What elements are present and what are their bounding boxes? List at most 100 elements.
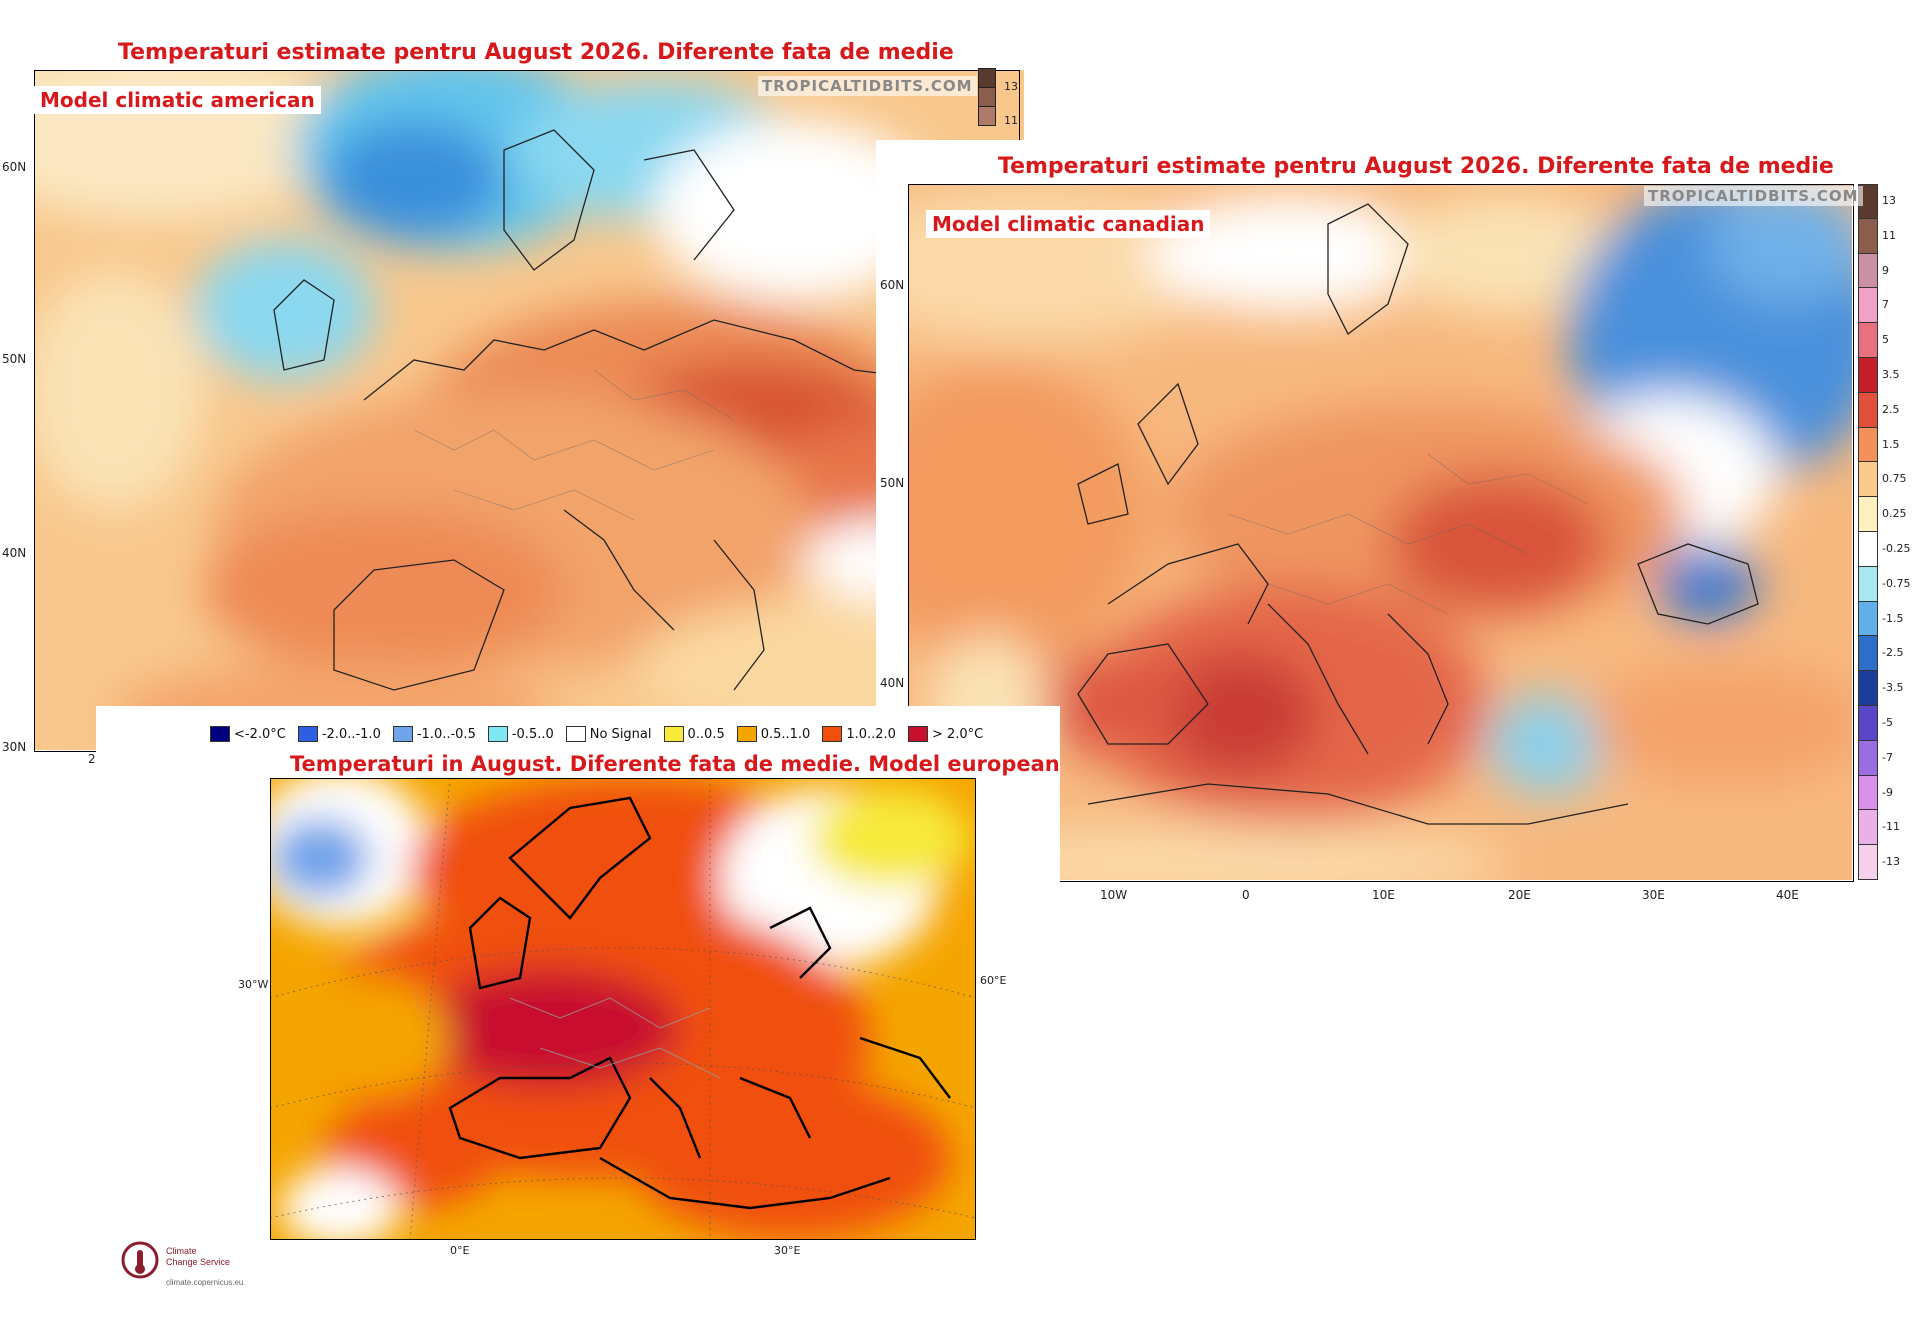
colorbar-swatch — [1858, 705, 1878, 741]
copernicus-logo: Climate Change Service climate.copernicu… — [118, 1238, 258, 1298]
legend-label: -2.0..-1.0 — [321, 726, 381, 742]
colorbar-swatch — [1858, 740, 1878, 776]
canadian-lon-20e: 20E — [1508, 888, 1531, 902]
legend-item: 0..0.5 — [663, 726, 725, 742]
legend-item: 1.0..2.0 — [822, 726, 896, 742]
colorbar-label: 5 — [1882, 333, 1889, 347]
legend-item: > 2.0°C — [907, 726, 984, 742]
american-model-label: Model climatic american — [34, 86, 321, 114]
colorbar-swatch — [1858, 323, 1878, 358]
canadian-lon-30e: 30E — [1642, 888, 1665, 902]
legend-swatch — [297, 726, 318, 742]
legend-label: 0.5..1.0 — [760, 726, 811, 742]
legend-swatch — [487, 726, 508, 742]
canadian-map-image — [908, 184, 1852, 880]
american-map-panel — [0, 38, 1024, 768]
colorbar-label: -0.25 — [1882, 541, 1911, 555]
colorbar-label: -5 — [1882, 715, 1893, 729]
american-colorbar — [978, 68, 996, 126]
colorbar-label: 2.5 — [1882, 402, 1900, 416]
legend-label: <-2.0°C — [234, 726, 286, 742]
american-cbar-11: 11 — [1004, 114, 1018, 127]
colorbar-swatch — [1858, 810, 1878, 846]
canadian-frame — [908, 184, 1854, 882]
colorbar-swatch — [1858, 775, 1878, 811]
colorbar-label: -0.75 — [1882, 576, 1911, 590]
american-cbar-13: 13 — [1004, 80, 1018, 93]
colorbar-label: -3.5 — [1882, 681, 1904, 695]
legend-item: No Signal — [565, 726, 652, 742]
colorbar-label: 0.25 — [1882, 507, 1907, 521]
european-map-image — [270, 778, 976, 1240]
colorbar-label: 13 — [1882, 194, 1896, 207]
colorbar-swatch — [1858, 845, 1878, 880]
canadian-watermark: TROPICALTIDBITS.COM — [1644, 186, 1863, 206]
colorbar-swatch — [1858, 218, 1878, 254]
legend-label: -0.5..0 — [511, 726, 554, 742]
copernicus-logo-icon — [121, 1241, 159, 1279]
canadian-colorbar — [1858, 184, 1878, 880]
canadian-lat-40: 40N — [880, 676, 905, 690]
legend-swatch — [822, 726, 843, 742]
canadian-lat-50: 50N — [880, 476, 905, 490]
legend-item: <-2.0°C — [210, 726, 286, 742]
colorbar-label: 11 — [1882, 228, 1896, 242]
colorbar-swatch — [1858, 497, 1878, 532]
canadian-lat-60: 60N — [880, 278, 905, 292]
american-lat-50: 50N — [2, 352, 27, 366]
legend-item: -0.5..0 — [487, 726, 554, 742]
legend-swatch — [663, 726, 684, 742]
canadian-lon-10e: 10E — [1372, 888, 1395, 902]
colorbar-label: 9 — [1882, 263, 1889, 277]
legend-swatch — [392, 726, 413, 742]
colorbar-label: -11 — [1882, 820, 1900, 834]
colorbar-label: 3.5 — [1882, 367, 1900, 381]
legend-label: No Signal — [589, 726, 652, 742]
logo-url: climate.copernicus.eu — [166, 1278, 244, 1287]
canadian-map-panel: 13 11 9 7 5 3.5 2.5 1.5 0.75 0.25 -0.25 -0.75 -1.5 -2… — [876, 140, 1914, 920]
colorbar-swatch — [1858, 671, 1878, 706]
colorbar-label: -13 — [1882, 855, 1900, 869]
canadian-lon-0: 0 — [1242, 888, 1250, 902]
colorbar-swatch — [1858, 531, 1878, 567]
colorbar-label: 0.75 — [1882, 472, 1907, 486]
canadian-model-label: Model climatic canadian — [926, 210, 1211, 238]
american-lat-40: 40N — [2, 546, 27, 560]
european-lon-30e: 30°E — [774, 1244, 801, 1257]
legend-item: -2.0..-1.0 — [297, 726, 381, 742]
legend-swatch — [907, 726, 928, 742]
colorbar-label: 1.5 — [1882, 437, 1900, 451]
legend-label: -1.0..-0.5 — [416, 726, 476, 742]
canadian-colorbar-labels: 13 11 9 7 5 3.5 2.5 1.5 0.75 0.25 -0.25 -0.75 -1.5 -2… — [1882, 184, 1912, 880]
canadian-lon-40e: 40E — [1776, 888, 1799, 902]
legend-swatch — [565, 726, 586, 742]
legend-swatch — [210, 726, 230, 742]
legend-item: 0.5..1.0 — [736, 726, 811, 742]
european-lon-0e: 0°E — [450, 1244, 470, 1257]
legend-label: 0..0.5 — [687, 726, 725, 742]
colorbar-swatch — [1858, 566, 1878, 602]
colorbar-swatch — [1858, 427, 1878, 463]
colorbar-label: -1.5 — [1882, 611, 1904, 625]
canadian-lon-10w: 10W — [1100, 888, 1128, 902]
legend-item: -1.0..-0.5 — [392, 726, 476, 742]
logo-text-1: Climate — [166, 1246, 197, 1256]
colorbar-swatch — [1858, 462, 1878, 498]
logo-text-2: Change Service — [166, 1257, 231, 1267]
american-title: Temperaturi estimate pentru August 2026.… — [118, 40, 954, 65]
legend-swatch — [736, 726, 757, 742]
american-watermark: TROPICALTIDBITS.COM — [758, 76, 977, 96]
american-frame — [34, 70, 1020, 752]
european-title: Temperaturi in August. Diferente fata de… — [290, 752, 1060, 776]
american-lat-30: 30N — [2, 740, 27, 754]
colorbar-label: -9 — [1882, 785, 1893, 799]
european-lon-60e: 60°E — [980, 974, 1007, 987]
colorbar-swatch — [1858, 288, 1878, 324]
colorbar-swatch — [1858, 392, 1878, 428]
colorbar-swatch — [1858, 601, 1878, 637]
colorbar-swatch — [1858, 636, 1878, 672]
european-legend: <-2.0°C -2.0..-1.0 -1.0..-0.5 -0.5..0 No Sig… — [210, 726, 995, 742]
legend-label: > 2.0°C — [931, 726, 984, 742]
colorbar-swatch — [1858, 357, 1878, 393]
colorbar-swatch — [1858, 253, 1878, 289]
